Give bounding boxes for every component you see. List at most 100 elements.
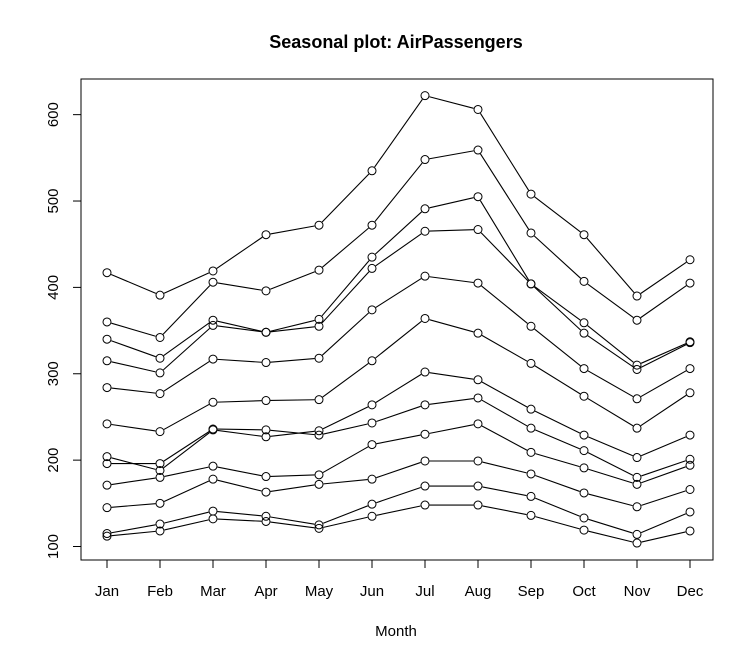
x-tick-label: Dec xyxy=(677,583,704,600)
data-point xyxy=(420,313,430,323)
data-point xyxy=(102,503,112,513)
data-point xyxy=(685,484,695,494)
data-point xyxy=(473,192,483,202)
x-tick-label: Aug xyxy=(465,583,492,600)
data-point xyxy=(261,286,271,296)
data-point xyxy=(367,440,377,450)
data-point xyxy=(102,529,112,539)
x-tick-label: Feb xyxy=(147,583,173,600)
data-point xyxy=(685,526,695,536)
series-11 xyxy=(102,145,695,342)
data-point xyxy=(579,364,589,374)
data-point xyxy=(155,519,165,529)
data-point xyxy=(526,189,536,199)
data-point xyxy=(420,400,430,410)
data-point xyxy=(261,230,271,240)
data-point xyxy=(261,396,271,406)
data-point xyxy=(632,394,642,404)
y-tick-label: 100 xyxy=(45,534,62,559)
x-tick-label: Mar xyxy=(200,583,226,600)
x-axis-label: Month xyxy=(375,623,417,640)
data-point xyxy=(526,447,536,457)
data-point xyxy=(367,400,377,410)
data-point xyxy=(208,277,218,287)
data-point xyxy=(102,317,112,327)
data-point xyxy=(632,502,642,512)
data-point xyxy=(420,91,430,101)
data-point xyxy=(155,290,165,300)
series-9 xyxy=(102,225,695,378)
data-point xyxy=(420,204,430,214)
data-point xyxy=(155,465,165,475)
data-point xyxy=(473,278,483,288)
data-point xyxy=(367,166,377,176)
data-point xyxy=(526,491,536,501)
x-tick-label: Jun xyxy=(360,583,384,600)
data-point xyxy=(314,353,324,363)
y-tick-label: 400 xyxy=(45,275,62,300)
data-point xyxy=(102,459,112,469)
series-6 xyxy=(102,367,695,475)
data-point xyxy=(102,356,112,366)
data-point xyxy=(579,463,589,473)
data-point xyxy=(314,314,324,324)
data-point xyxy=(473,375,483,385)
series-line xyxy=(111,372,687,470)
data-point xyxy=(632,360,642,370)
series-12 xyxy=(102,91,695,301)
data-point xyxy=(473,145,483,155)
data-point xyxy=(632,472,642,482)
series-line xyxy=(111,229,687,373)
data-point xyxy=(685,255,695,265)
series-line xyxy=(111,276,687,398)
data-point xyxy=(102,452,112,462)
series-4 xyxy=(102,419,695,490)
series-line xyxy=(111,150,687,337)
x-tick-label: Oct xyxy=(572,583,596,600)
data-point xyxy=(473,419,483,429)
data-point xyxy=(526,404,536,414)
data-point xyxy=(632,538,642,548)
data-point xyxy=(473,104,483,114)
data-point xyxy=(208,506,218,516)
data-point xyxy=(526,469,536,479)
data-point xyxy=(314,321,324,331)
x-axis: Jan Feb Mar Apr May Jun Jul Aug Sep Oct Nov Dec xyxy=(95,559,704,600)
data-point xyxy=(526,510,536,520)
data-point xyxy=(155,526,165,536)
data-point xyxy=(632,423,642,433)
x-tick-label: May xyxy=(305,583,334,600)
data-point xyxy=(579,328,589,338)
data-point xyxy=(685,430,695,440)
data-point xyxy=(314,470,324,480)
data-point xyxy=(526,423,536,433)
y-tick-label: 500 xyxy=(45,189,62,214)
series-3 xyxy=(102,456,695,513)
series-1 xyxy=(102,500,695,548)
data-point xyxy=(155,427,165,437)
data-point xyxy=(208,315,218,325)
data-point xyxy=(579,230,589,240)
data-point xyxy=(579,391,589,401)
data-point xyxy=(155,498,165,508)
data-point xyxy=(473,328,483,338)
data-point xyxy=(261,516,271,526)
data-point xyxy=(367,499,377,509)
data-point xyxy=(208,266,218,276)
data-point xyxy=(420,271,430,281)
data-point xyxy=(685,507,695,517)
data-point xyxy=(420,226,430,236)
data-point xyxy=(367,511,377,521)
chart-title: Seasonal plot: AirPassengers xyxy=(269,32,522,52)
data-point xyxy=(579,513,589,523)
series-8 xyxy=(102,271,695,404)
data-point xyxy=(420,429,430,439)
data-point xyxy=(420,155,430,165)
data-point xyxy=(367,418,377,428)
data-point xyxy=(314,479,324,489)
data-point xyxy=(261,327,271,337)
data-point xyxy=(367,220,377,230)
data-point xyxy=(579,276,589,286)
series-line xyxy=(111,485,687,534)
data-point xyxy=(208,425,218,435)
